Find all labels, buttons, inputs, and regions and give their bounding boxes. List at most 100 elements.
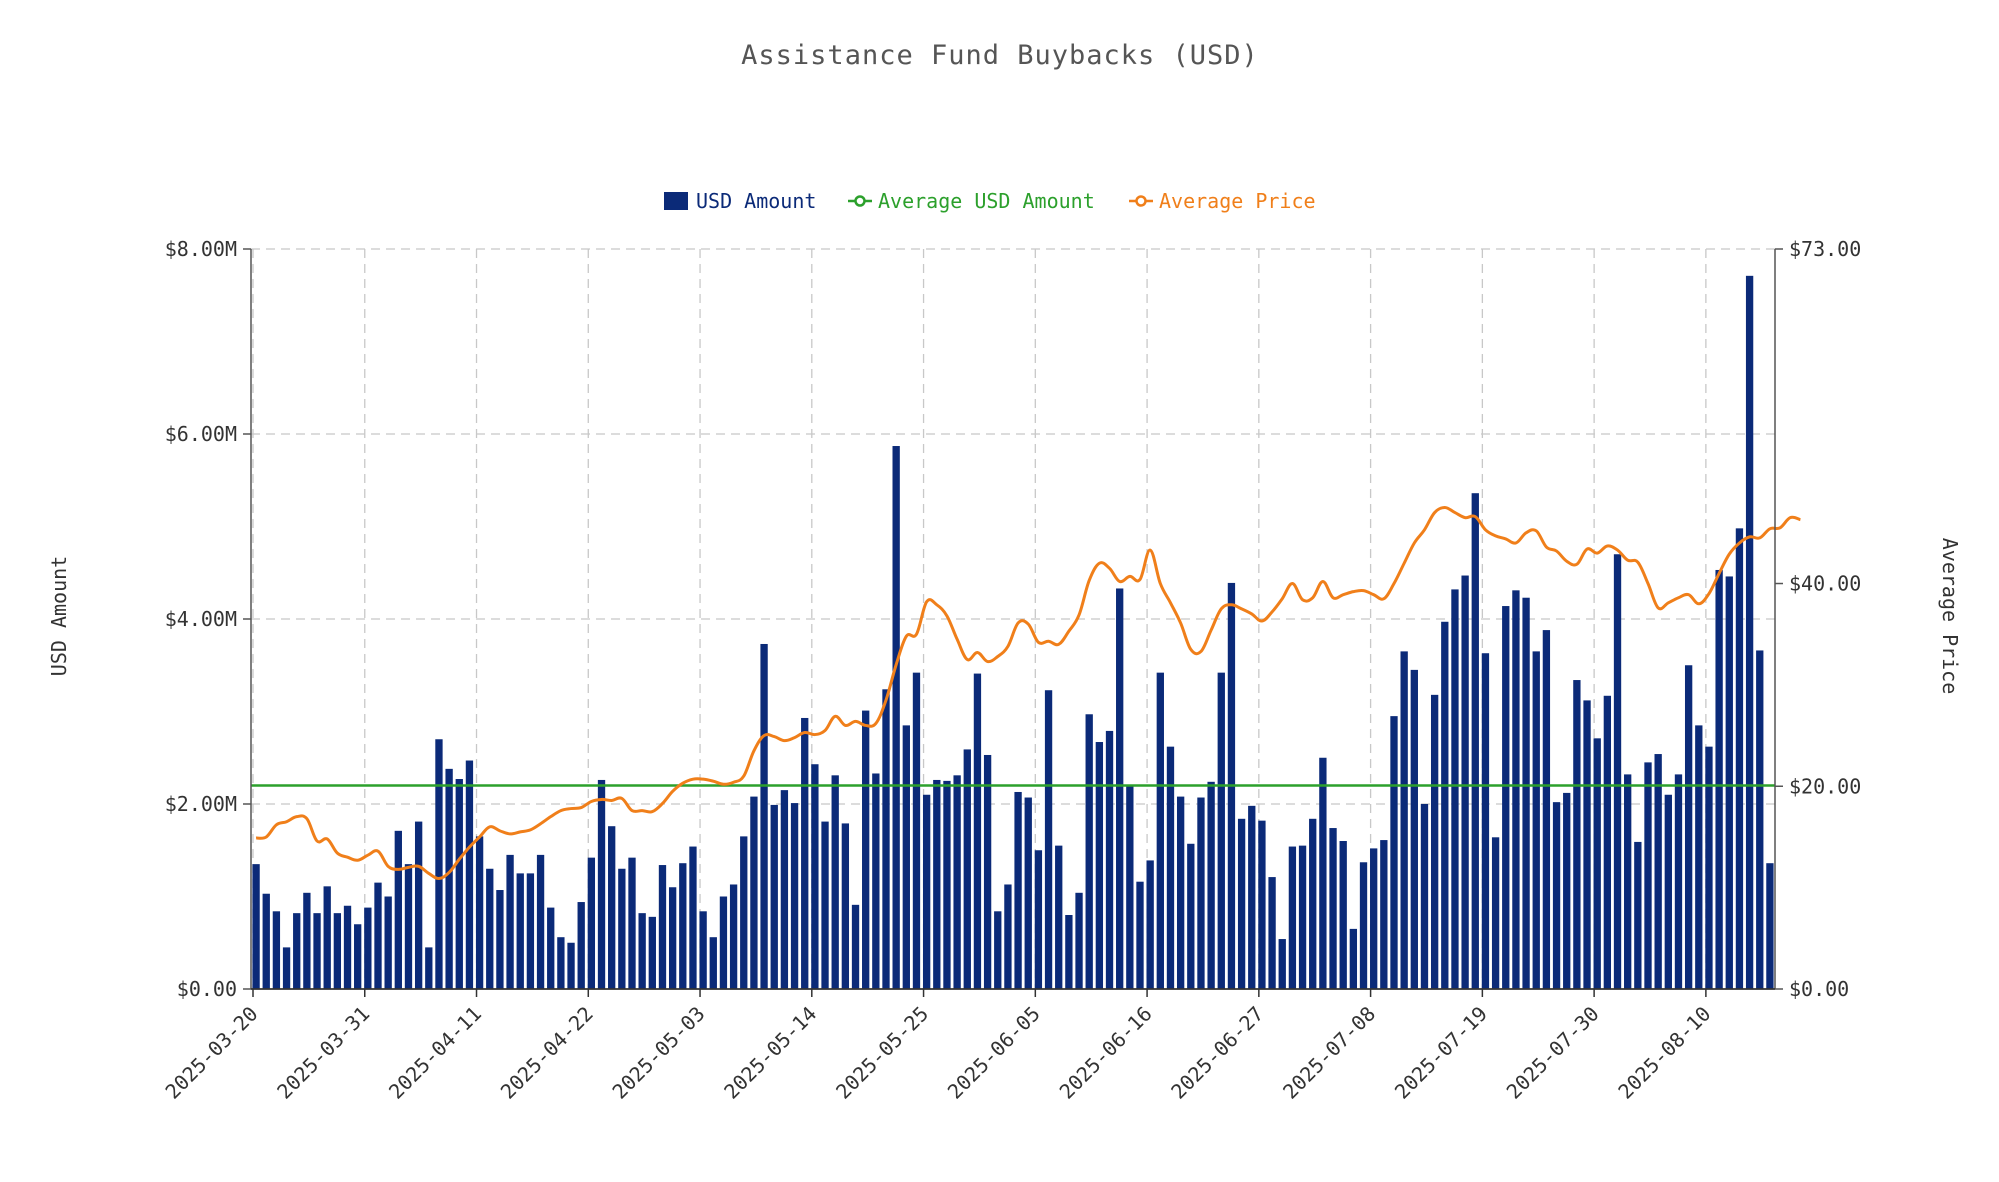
bar[interactable]	[618, 868, 626, 989]
bar[interactable]	[1319, 757, 1327, 989]
bar[interactable]	[841, 823, 850, 989]
bar[interactable]	[902, 725, 910, 990]
bar[interactable]	[1512, 590, 1520, 989]
bar[interactable]	[1745, 275, 1754, 990]
bar[interactable]	[801, 717, 809, 989]
bar[interactable]	[1756, 650, 1764, 989]
bar[interactable]	[638, 913, 646, 989]
bar[interactable]	[1654, 754, 1662, 989]
bar[interactable]	[963, 749, 971, 989]
bar[interactable]	[536, 854, 545, 990]
bar[interactable]	[1329, 828, 1337, 989]
bar[interactable]	[414, 821, 423, 989]
bar[interactable]	[364, 907, 372, 989]
bar[interactable]	[709, 937, 717, 989]
bar[interactable]	[821, 821, 829, 989]
bar[interactable]	[1126, 785, 1134, 990]
bar[interactable]	[1085, 714, 1093, 989]
bar[interactable]	[1237, 818, 1246, 989]
bar[interactable]	[1441, 621, 1449, 989]
bar[interactable]	[1288, 846, 1297, 989]
bar[interactable]	[1065, 915, 1073, 989]
bar[interactable]	[1034, 850, 1043, 989]
bar[interactable]	[892, 446, 900, 989]
bar[interactable]	[1695, 725, 1703, 990]
bar[interactable]	[1258, 820, 1266, 989]
bar[interactable]	[1634, 841, 1642, 989]
bar[interactable]	[1471, 493, 1479, 989]
bar[interactable]	[1573, 680, 1581, 989]
bar[interactable]	[790, 803, 799, 989]
bar[interactable]	[1542, 630, 1551, 989]
bar[interactable]	[699, 911, 707, 989]
bar[interactable]	[384, 896, 392, 990]
bar[interactable]	[1370, 848, 1378, 989]
bar[interactable]	[445, 768, 453, 989]
bar[interactable]	[1055, 845, 1063, 990]
bar[interactable]	[1705, 746, 1713, 989]
bar[interactable]	[1491, 837, 1500, 989]
bar[interactable]	[953, 775, 961, 989]
bar[interactable]	[475, 836, 484, 990]
bar[interactable]	[1715, 569, 1723, 989]
bar[interactable]	[1390, 716, 1398, 990]
bar[interactable]	[496, 890, 504, 989]
bar[interactable]	[1004, 884, 1012, 989]
bar[interactable]	[1136, 881, 1144, 989]
bar[interactable]	[1268, 877, 1276, 989]
bar[interactable]	[1359, 862, 1368, 989]
bar[interactable]	[973, 673, 982, 989]
bar[interactable]	[1166, 746, 1175, 989]
bar[interactable]	[831, 775, 839, 989]
bar[interactable]	[323, 886, 331, 989]
bar[interactable]	[455, 779, 463, 989]
bar[interactable]	[648, 916, 656, 989]
bar[interactable]	[689, 846, 697, 989]
bar[interactable]	[1674, 774, 1683, 989]
bar[interactable]	[1583, 700, 1591, 989]
bar[interactable]	[1644, 762, 1652, 990]
bar[interactable]	[1176, 796, 1185, 989]
bar[interactable]	[1766, 863, 1774, 989]
bar[interactable]	[333, 913, 342, 989]
bar[interactable]	[1044, 690, 1053, 989]
bar[interactable]	[425, 947, 433, 990]
bar[interactable]	[354, 924, 362, 989]
bar[interactable]	[597, 779, 606, 989]
bar[interactable]	[740, 836, 748, 990]
bar[interactable]	[262, 893, 270, 989]
bar[interactable]	[750, 796, 758, 989]
bar[interactable]	[526, 873, 535, 990]
bar[interactable]	[486, 868, 494, 989]
bar[interactable]	[1278, 939, 1286, 989]
bar[interactable]	[1380, 840, 1388, 989]
bar[interactable]	[608, 826, 616, 989]
bar[interactable]	[628, 857, 636, 989]
bar[interactable]	[1309, 818, 1317, 989]
bar[interactable]	[719, 896, 728, 990]
bar[interactable]	[922, 794, 931, 989]
bar[interactable]	[1298, 845, 1307, 990]
bar[interactable]	[872, 773, 880, 989]
legend-item-usd-amount[interactable]: USD Amount	[664, 189, 816, 213]
bar[interactable]	[1116, 588, 1124, 989]
bar[interactable]	[729, 884, 738, 989]
bar[interactable]	[1451, 589, 1459, 989]
bar[interactable]	[1248, 805, 1256, 989]
bar[interactable]	[394, 830, 402, 989]
bar[interactable]	[862, 710, 870, 989]
bar[interactable]	[983, 754, 992, 989]
bar[interactable]	[1684, 665, 1693, 989]
bar[interactable]	[1552, 802, 1561, 989]
bar[interactable]	[506, 854, 514, 990]
bar[interactable]	[668, 887, 677, 989]
bar[interactable]	[1410, 669, 1418, 990]
bar[interactable]	[770, 804, 778, 989]
bar[interactable]	[1593, 738, 1601, 989]
bar[interactable]	[1563, 792, 1571, 989]
bar[interactable]	[577, 902, 585, 989]
bar[interactable]	[587, 857, 596, 989]
bar[interactable]	[1105, 730, 1114, 989]
bar[interactable]	[404, 864, 413, 990]
bar[interactable]	[1613, 554, 1622, 989]
